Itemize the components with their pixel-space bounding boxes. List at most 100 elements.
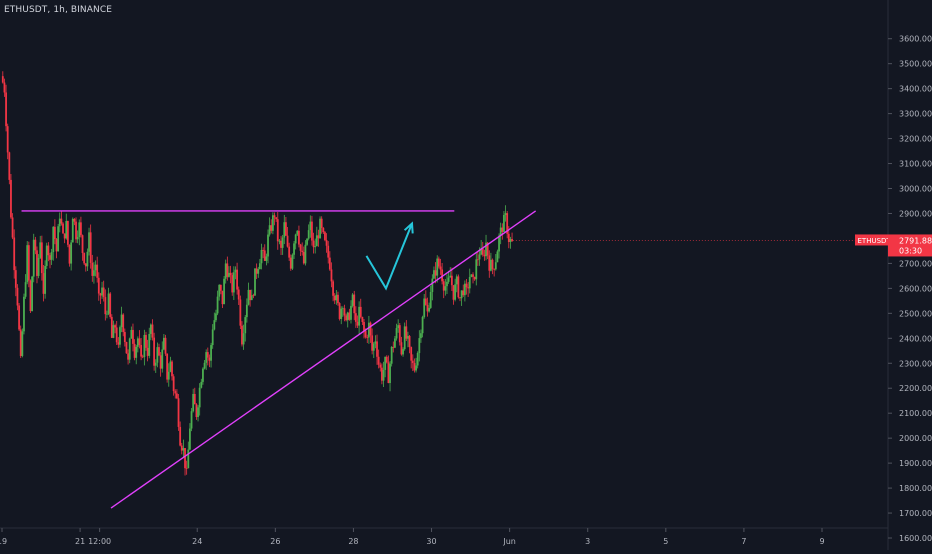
candle-body <box>462 290 465 296</box>
candle-body <box>42 273 45 294</box>
y-tick-label: 3200.00 <box>899 135 932 144</box>
candle-body <box>275 217 278 220</box>
candle-body <box>507 233 510 242</box>
candle-body <box>420 333 422 339</box>
candle-body <box>55 239 58 252</box>
candle-body <box>156 347 159 363</box>
candle-body <box>335 294 338 301</box>
symbol-name: ETHUSDT <box>4 5 48 15</box>
candle-body <box>270 225 273 231</box>
candle-body <box>416 353 419 366</box>
candle-body <box>231 275 234 293</box>
candle-body <box>154 362 157 366</box>
y-tick-label: 3100.00 <box>899 160 932 169</box>
candle-body <box>351 294 354 306</box>
candle-body <box>57 226 60 252</box>
candle-body <box>202 368 204 382</box>
candle-body <box>254 268 256 296</box>
price-axis[interactable]: 1600.00 1700.00 1800.00 1900.00 2000.00 2100.… <box>888 35 932 543</box>
candle-body <box>172 376 175 392</box>
candle-body <box>167 371 170 380</box>
candle-body <box>503 215 505 232</box>
candle-body <box>306 238 308 245</box>
y-tick-label: 2400.00 <box>899 334 932 343</box>
candle-body <box>135 346 138 358</box>
candle-body <box>472 274 474 277</box>
candle-body <box>200 381 203 388</box>
candle-body <box>89 232 92 263</box>
candle-body <box>133 343 136 358</box>
symbol-interval: 1h <box>53 5 65 15</box>
candle-body <box>128 338 131 360</box>
candle-body <box>350 305 352 320</box>
candle-body <box>410 347 413 361</box>
candle-body <box>437 258 440 267</box>
candle-body <box>112 325 115 338</box>
x-tick-label: 30 <box>426 537 436 546</box>
candle-body <box>125 342 128 354</box>
candle-body <box>374 341 377 344</box>
x-tick-label: 3 <box>585 537 590 546</box>
candle-body <box>353 294 356 314</box>
candle-body <box>285 222 287 236</box>
candle-body <box>402 349 404 355</box>
candle-body <box>239 299 242 326</box>
candle-body <box>367 322 370 338</box>
candle-body <box>439 266 442 270</box>
candle-body <box>400 342 403 355</box>
candle-body <box>403 326 406 350</box>
candle-body <box>130 329 133 339</box>
candle-body <box>265 256 268 261</box>
candle-body <box>11 217 14 238</box>
candle-body <box>228 272 230 277</box>
candle-body <box>426 304 429 312</box>
candle-body <box>459 297 461 299</box>
candle-body <box>332 281 334 296</box>
candle-body <box>6 126 9 153</box>
candle-body <box>166 353 169 380</box>
candle-body <box>395 328 398 339</box>
candle-body <box>267 234 269 257</box>
candle-body <box>76 237 79 240</box>
candle-body <box>330 269 333 282</box>
candle-body <box>115 327 118 343</box>
candle-body <box>242 333 245 345</box>
candle-body <box>411 360 414 364</box>
candle-body <box>319 218 321 239</box>
candle-body <box>444 286 447 291</box>
candle-body <box>418 338 421 354</box>
y-tick-label: 3600.00 <box>899 35 932 44</box>
candle-body <box>260 249 263 264</box>
candle-body <box>94 264 97 271</box>
candle-body <box>490 259 492 271</box>
candle-body <box>210 345 212 361</box>
candle-body <box>291 254 294 269</box>
candle-body <box>198 387 201 408</box>
symbol-sep-1: , <box>47 5 54 15</box>
candle-body <box>203 362 206 369</box>
candle-body <box>190 411 193 429</box>
candle-body <box>179 426 182 446</box>
symbol-sep-2: , <box>64 5 71 15</box>
candle-body <box>509 238 512 242</box>
candle-body <box>143 334 146 357</box>
candle-body <box>32 239 35 277</box>
candle-body <box>21 331 24 356</box>
x-tick-label: Jun <box>502 537 516 546</box>
candle-body <box>372 343 375 351</box>
candle-body <box>213 320 216 330</box>
candle-body <box>366 337 369 339</box>
candle-body <box>413 363 416 371</box>
candle-body <box>187 449 190 469</box>
candle-body <box>436 258 439 276</box>
symbol-info: ETHUSDT, 1h, BINANCE <box>4 5 112 15</box>
candle-body <box>73 218 76 222</box>
candle-body <box>296 230 299 235</box>
candle-body <box>24 282 27 297</box>
candle-body <box>192 393 195 412</box>
candle-body <box>223 278 225 305</box>
candle-body <box>328 257 331 270</box>
